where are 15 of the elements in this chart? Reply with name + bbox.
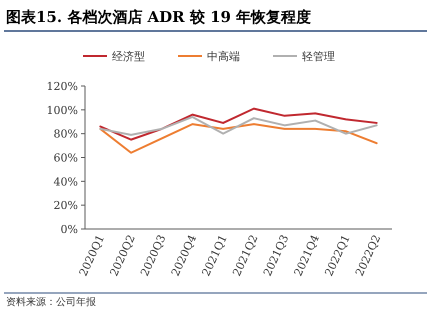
y-tick-label: 120%	[46, 80, 78, 93]
y-tick-label: 40%	[54, 175, 78, 188]
y-tick-label: 100%	[46, 104, 78, 117]
y-tick-label: 60%	[54, 152, 78, 164]
chart-title: 图表15. 各档次酒店 ADR 较 19 年恢复程度	[6, 8, 312, 26]
text: 资料来源：公司年报	[6, 296, 96, 308]
y-tick-label: 80%	[54, 128, 78, 141]
line-series	[99, 108, 378, 141]
y-tick-label: 0%	[60, 223, 78, 236]
legend-label: 轻管理	[302, 50, 335, 63]
line-series	[99, 116, 378, 136]
legend-label: 经济型	[112, 50, 145, 63]
line-series	[99, 123, 378, 154]
legend-label: 中高端	[207, 50, 240, 63]
y-tick-label: 20%	[54, 199, 78, 212]
